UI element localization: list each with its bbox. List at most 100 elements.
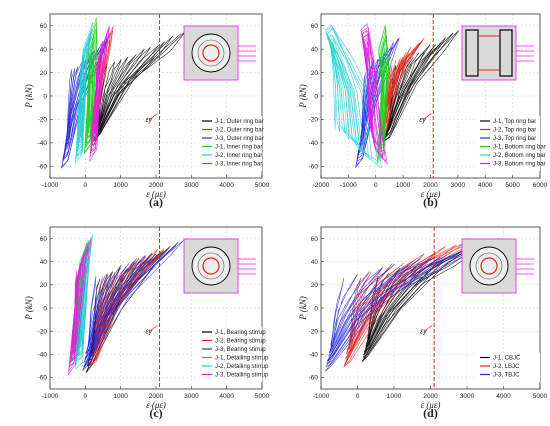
series-line-6 — [360, 22, 388, 166]
inset-column-section — [461, 25, 517, 81]
series-line-3 — [326, 254, 448, 362]
y-tick-label: 40 — [311, 259, 319, 266]
series-group — [325, 239, 494, 372]
legend-label: J-3, Bottom ring bar — [493, 162, 546, 168]
legend-label: J-1, Bottom ring bar — [493, 145, 546, 151]
specimen-inset-diagram — [461, 238, 534, 294]
x-axis-label: ε (με) — [421, 400, 441, 410]
x-tick-label: 2000 — [423, 393, 438, 400]
yield-strain-label: εy — [146, 117, 153, 124]
series-line-6 — [361, 29, 383, 160]
series-line-1 — [382, 30, 459, 143]
legend-label: J-2, LBJC — [493, 364, 520, 370]
x-axis-label: ε (με) — [146, 400, 166, 410]
inset-outer-ring — [469, 246, 509, 286]
panel-label: (d) — [423, 406, 438, 420]
legend-label: J-1, CBJC — [493, 356, 521, 362]
legend-label: J-2, Outer ring bar — [215, 128, 264, 134]
x-tick-label: 5000 — [505, 182, 520, 189]
legend-box — [199, 116, 262, 171]
y-tick-label: -40 — [38, 140, 48, 147]
legend-label: J-2, Detailing stirrup — [215, 364, 269, 370]
inset-inner-ring — [202, 257, 220, 275]
x-tick-label: -1000 — [42, 182, 59, 189]
x-tick-label: 1000 — [396, 182, 411, 189]
specimen-inset-diagram — [183, 25, 256, 81]
x-tick-label: 4000 — [478, 182, 493, 189]
legend: J-1, CBJC J-2, LBJC J-3, TBJC — [477, 352, 540, 382]
x-tick-label: 2000 — [149, 393, 164, 400]
specimen-inset-diagram — [183, 238, 256, 294]
panel-label: (b) — [423, 195, 438, 209]
legend-label: J-1, Detailing stirrup — [215, 356, 269, 362]
inset-stirrup-left — [465, 29, 479, 77]
series-group — [61, 17, 188, 169]
x-tick-label: 1000 — [387, 393, 402, 400]
y-tick-label: -60 — [309, 375, 319, 382]
y-axis-label: P (kN) — [24, 296, 34, 321]
series-line-3 — [85, 263, 130, 354]
x-axis-label: ε (με) — [146, 189, 166, 199]
series-line-5 — [329, 41, 350, 140]
y-tick-label: 40 — [311, 46, 319, 53]
series-line-6 — [72, 265, 81, 355]
series-line-1 — [362, 243, 483, 362]
series-line-1 — [384, 44, 437, 139]
series-line-3 — [325, 243, 486, 372]
series-line-5 — [327, 34, 366, 153]
series-line-1 — [95, 46, 151, 134]
series-line-1 — [97, 56, 129, 130]
series-line-5 — [326, 28, 369, 158]
panel-label: (a) — [149, 195, 163, 209]
series-line-3 — [87, 271, 113, 351]
chart-panel-2: εy -2000 -1000 0 1000 2000 3000 4000 5000 6000 -60… — [298, 13, 548, 209]
series-line-3 — [83, 252, 162, 364]
x-axis-label: ε (με) — [421, 189, 441, 199]
legend-label: J-2, Bearing stirrup — [215, 339, 266, 345]
y-axis-label: P (kN) — [298, 296, 308, 321]
series-line-6 — [89, 25, 110, 162]
series-line-1 — [93, 33, 181, 142]
series-line-5 — [325, 24, 382, 169]
legend-label: J-3, Top ring bar — [493, 136, 536, 142]
x-tick-label: 2000 — [149, 182, 164, 189]
x-tick-label: 1000 — [113, 182, 128, 189]
series-line-3 — [82, 240, 184, 372]
y-tick-label: -20 — [309, 117, 319, 124]
legend-label: J-3, TBJC — [493, 373, 520, 379]
series-group — [67, 234, 184, 376]
legend-label: J-2, Bottom ring bar — [493, 153, 546, 159]
legend: J-1, Top ring bar J-2, Top ring bar J-3, T… — [477, 116, 546, 171]
x-tick-label: -1000 — [42, 393, 59, 400]
series-line-1 — [93, 35, 174, 139]
legend-label: J-1, Inner ring bar — [215, 145, 262, 151]
series-line-6 — [363, 32, 381, 148]
x-tick-label: 3000 — [460, 393, 475, 400]
series-line-3 — [82, 245, 177, 370]
y-tick-label: 60 — [311, 23, 319, 30]
x-tick-label: 0 — [84, 393, 88, 400]
y-tick-label: -60 — [38, 164, 48, 171]
series-line-5 — [325, 25, 379, 162]
chart-panel-4: εy -1000 0 1000 2000 3000 4000 5000 -60 -40 -20 0 20… — [298, 226, 548, 420]
legend-label: J-2, Top ring bar — [493, 128, 536, 134]
y-tick-label: 40 — [40, 259, 48, 266]
inset-mid-ring — [197, 39, 225, 67]
series-line-1 — [98, 61, 115, 125]
y-tick-label: 0 — [314, 305, 318, 312]
y-axis-label: P (kN) — [24, 84, 34, 109]
yield-arrow — [149, 113, 158, 120]
series-line-3 — [84, 252, 153, 360]
legend-label: J-3, Inner ring bar — [215, 162, 262, 168]
x-tick-label: -1000 — [340, 182, 357, 189]
x-tick-label: 4000 — [496, 393, 511, 400]
chart-panel-1: εy -1000 0 1000 2000 3000 4000 5000 -60 -40 -20 0 20… — [24, 13, 270, 209]
series-line-3 — [84, 255, 146, 360]
series-line-3 — [327, 258, 421, 361]
series-line-3 — [88, 276, 97, 347]
legend-label: J-3, Outer ring bar — [215, 136, 264, 142]
legend-label: J-2, Inner ring bar — [215, 153, 262, 159]
yield-arrow — [423, 325, 433, 332]
x-tick-label: -1000 — [313, 393, 330, 400]
x-tick-label: 5000 — [255, 182, 270, 189]
